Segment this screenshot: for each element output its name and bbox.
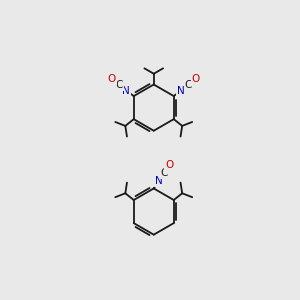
Text: O: O (107, 74, 116, 84)
Text: C: C (160, 168, 168, 178)
Text: C: C (185, 80, 192, 90)
Text: O: O (192, 74, 200, 84)
Text: N: N (177, 85, 185, 95)
Text: N: N (155, 176, 163, 186)
Text: O: O (165, 160, 173, 170)
Text: N: N (122, 85, 130, 95)
Text: C: C (115, 80, 123, 90)
